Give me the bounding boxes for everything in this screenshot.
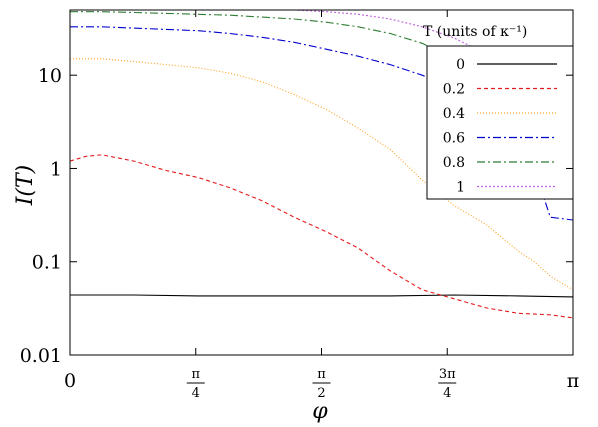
y-tick-label: 1 — [50, 158, 62, 180]
x-tick-label: 0 — [64, 370, 76, 392]
series-line-3 — [70, 26, 573, 221]
x-axis-label: φ — [312, 399, 328, 424]
legend-label: 0.2 — [443, 82, 465, 98]
x-tick-label-numerator: 3π — [439, 367, 456, 382]
legend-label: 0 — [456, 57, 465, 73]
legend-label: 0.6 — [443, 131, 465, 147]
x-tick-label-denominator: 2 — [317, 386, 325, 401]
series-line-0 — [70, 294, 573, 298]
legend-box — [426, 45, 574, 200]
series-line-2 — [70, 58, 573, 291]
x-tick-label-denominator: 4 — [443, 386, 451, 401]
y-axis-label: I(T) — [13, 165, 38, 207]
legend-label: 1 — [456, 180, 465, 196]
y-tick-label: 0.1 — [32, 252, 62, 274]
legend-title: T (units of κ⁻¹) — [423, 24, 527, 40]
x-tick-label: π — [567, 370, 580, 392]
series-line-4 — [70, 11, 519, 97]
y-tick-label: 0.01 — [20, 345, 62, 367]
x-tick-label-numerator: π — [317, 367, 326, 382]
x-tick-label-numerator: π — [191, 367, 200, 382]
y-tick-label: 10 — [38, 65, 62, 87]
series-line-1 — [70, 154, 573, 319]
legend: 0 0.2 0.4 0.6 0.8 1 — [443, 57, 557, 196]
legend-label: 0.8 — [443, 155, 465, 171]
x-tick-label-denominator: 4 — [192, 386, 200, 401]
legend-label: 0.4 — [443, 106, 465, 122]
